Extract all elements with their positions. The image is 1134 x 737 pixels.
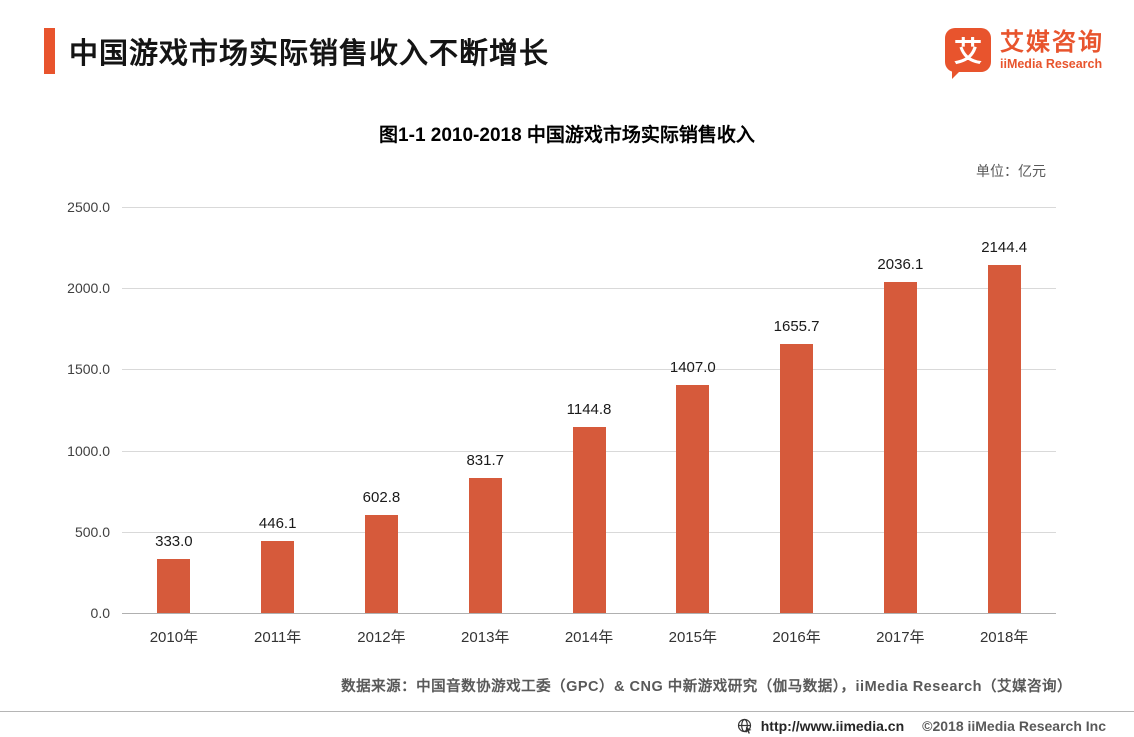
iimedia-logo-icon: 艾 bbox=[945, 28, 991, 79]
x-axis-label: 2016年 bbox=[772, 629, 821, 646]
page-footer: http://www.iimedia.cn ©2018 iiMedia Rese… bbox=[0, 711, 1134, 737]
y-axis-tick: 2000.0 bbox=[67, 280, 110, 297]
bar-column: 1144.8 2014年 bbox=[537, 207, 641, 646]
title-block: 中国游戏市场实际销售收入不断增长 bbox=[44, 28, 549, 74]
unit-label: 单位：亿元 bbox=[976, 163, 1046, 179]
bar-2017年: 2036.1 bbox=[877, 256, 923, 613]
bar-value-label: 602.8 bbox=[362, 489, 401, 507]
bar-column: 333.0 2010年 bbox=[122, 207, 226, 646]
bar-2011年: 446.1 bbox=[259, 515, 296, 613]
bar-value-label: 1655.7 bbox=[773, 318, 820, 336]
bar-column: 602.8 2012年 bbox=[330, 207, 434, 646]
x-axis-label: 2010年 bbox=[149, 629, 199, 646]
bar-value-label: 1407.0 bbox=[669, 358, 716, 376]
chart-section: 图1-1 2010-2018 中国游戏市场实际销售收入 单位：亿元 333.0 2… bbox=[0, 120, 1134, 696]
bar-column: 831.7 2013年 bbox=[433, 207, 537, 646]
chart-title: 图1-1 2010-2018 中国游戏市场实际销售收入 bbox=[379, 125, 755, 146]
bar-2013年: 831.7 bbox=[466, 452, 504, 613]
bar-value-label: 2144.4 bbox=[981, 238, 1028, 256]
y-axis-tick: 500.0 bbox=[74, 523, 110, 540]
brand-text: 艾媒咨询 iiMedia Research bbox=[1000, 29, 1104, 71]
bar-value-label: 2036.1 bbox=[877, 256, 924, 274]
x-axis-label: 2018年 bbox=[979, 629, 1029, 646]
y-axis-tick: 0.0 bbox=[90, 605, 110, 621]
y-axis-tick: 1000.0 bbox=[67, 442, 110, 459]
bar-2014年: 1144.8 bbox=[567, 401, 611, 613]
bar-2010年: 333.0 bbox=[155, 533, 193, 613]
page-header: 中国游戏市场实际销售收入不断增长 艾 艾媒咨询 iiMedia Research bbox=[0, 0, 1134, 79]
bar-value-label: 333.0 bbox=[155, 532, 193, 550]
footer-copyright: ©2018 iiMedia Research Inc bbox=[922, 717, 1106, 734]
bar-2016年: 1655.7 bbox=[774, 318, 820, 613]
x-axis-label: 2011年 bbox=[254, 629, 302, 646]
y-axis-tick: 2500.0 bbox=[67, 199, 110, 215]
bar-value-label: 1144.8 bbox=[566, 401, 612, 419]
bar-value-label: 446.1 bbox=[258, 514, 297, 532]
gridline bbox=[122, 613, 1056, 614]
page-title: 中国游戏市场实际销售收入不断增长 bbox=[69, 38, 550, 70]
x-axis-label: 2017年 bbox=[876, 629, 925, 646]
footer-url[interactable]: http://www.iimedia.cn bbox=[760, 717, 905, 734]
bars-container: 333.0 2010年 446.1 2011年 602.8 2012年 831.7 2013年… bbox=[122, 207, 1056, 646]
bar-column: 1655.7 2016年 bbox=[745, 207, 849, 646]
bar-column: 446.1 2011年 bbox=[226, 207, 330, 646]
bar-2012年: 602.8 bbox=[363, 489, 400, 613]
gridline bbox=[122, 288, 1056, 290]
bar-column: 2144.4 2018年 bbox=[952, 207, 1056, 646]
bar-column: 2036.1 2017年 bbox=[848, 207, 952, 646]
bar-2018年: 2144.4 bbox=[981, 239, 1027, 613]
brand-logo: 艾 艾媒咨询 iiMedia Research bbox=[945, 28, 1104, 79]
x-axis-label: 2014年 bbox=[564, 629, 614, 646]
brand-name-en: iiMedia Research bbox=[1000, 56, 1103, 71]
bar-2015年: 1407.0 bbox=[670, 359, 716, 613]
data-source-note: 数据来源：中国音数协游戏工委（GPC）& CNG 中新游戏研究（伽马数据），ii… bbox=[341, 679, 1072, 695]
x-axis-label: 2012年 bbox=[357, 629, 406, 646]
gridline bbox=[122, 369, 1056, 371]
bar-column: 1407.0 2015年 bbox=[641, 207, 745, 646]
brand-name-cn: 艾媒咨询 bbox=[1000, 29, 1104, 57]
bar-chart: 333.0 2010年 446.1 2011年 602.8 2012年 831.7 2013年… bbox=[67, 199, 1056, 646]
x-axis-label: 2015年 bbox=[668, 629, 717, 646]
y-axis-tick: 1500.0 bbox=[67, 361, 110, 378]
bar-value-label: 831.7 bbox=[466, 451, 505, 469]
gridline bbox=[122, 207, 1056, 208]
globe-icon bbox=[737, 718, 753, 734]
x-axis-label: 2013年 bbox=[461, 629, 510, 646]
title-accent-bar bbox=[44, 28, 55, 74]
